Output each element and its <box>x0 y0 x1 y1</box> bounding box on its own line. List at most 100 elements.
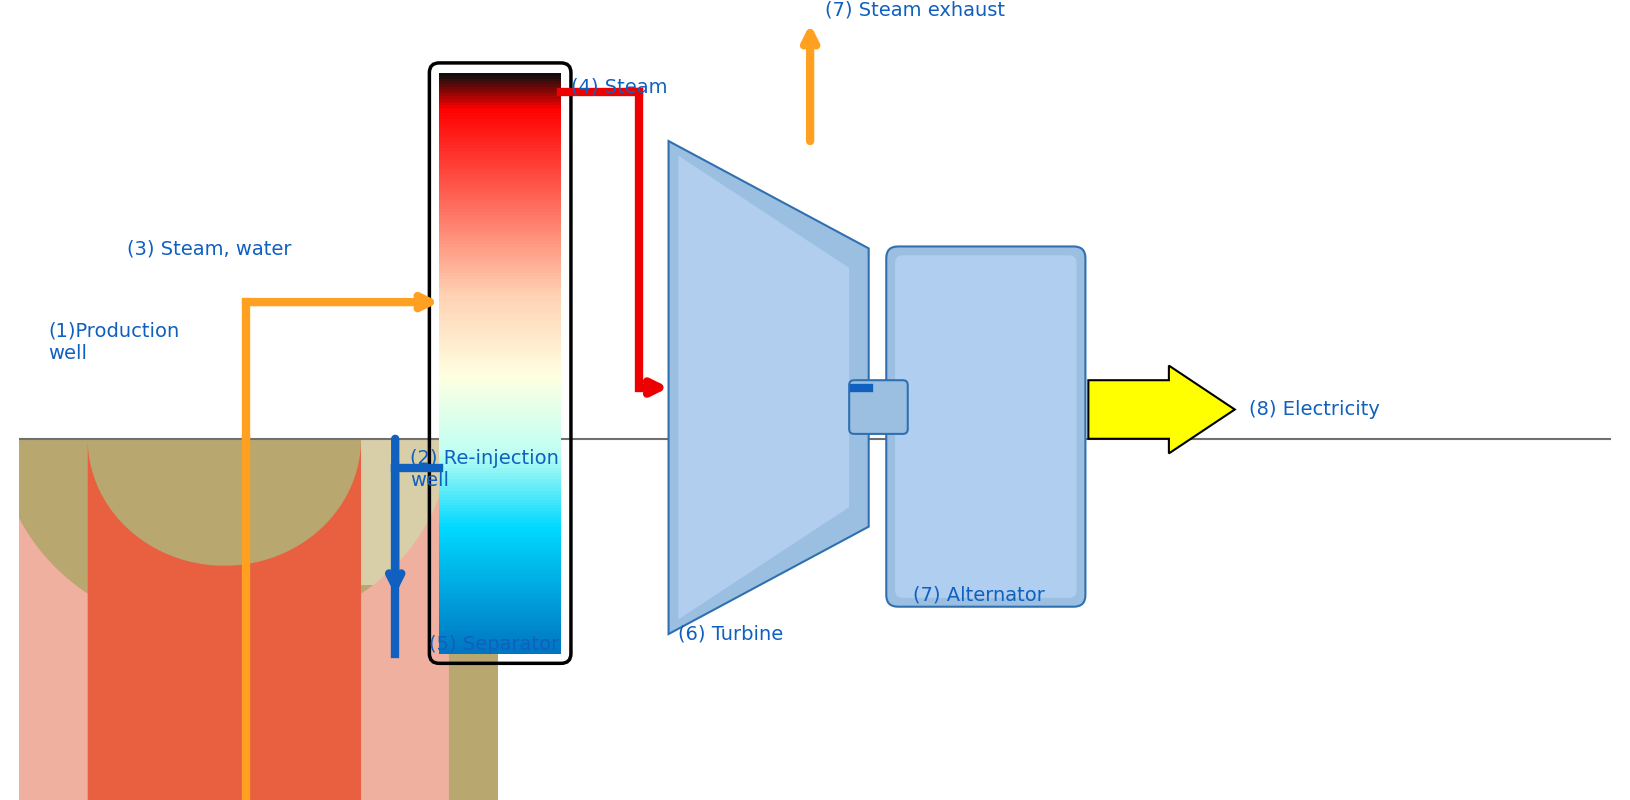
Bar <box>438 584 561 586</box>
Bar <box>438 250 561 253</box>
Bar <box>438 264 561 267</box>
Bar <box>438 514 561 517</box>
Bar <box>438 178 561 180</box>
Bar <box>438 450 561 453</box>
Bar <box>438 586 561 590</box>
Bar <box>438 497 561 500</box>
Bar <box>438 465 561 468</box>
Bar <box>438 142 561 146</box>
Bar <box>438 262 561 264</box>
Bar <box>438 337 561 340</box>
Bar <box>438 230 561 233</box>
Bar <box>438 209 561 212</box>
Bar <box>438 392 561 395</box>
Bar <box>438 363 561 366</box>
Bar <box>438 253 561 256</box>
Bar <box>438 630 561 634</box>
Bar <box>438 622 561 625</box>
Bar <box>438 139 561 142</box>
Bar <box>438 378 561 381</box>
Bar <box>438 572 561 575</box>
Bar <box>438 218 561 221</box>
Bar <box>438 566 561 570</box>
FancyBboxPatch shape <box>849 380 908 434</box>
Bar <box>438 581 561 584</box>
Bar <box>438 459 561 462</box>
Polygon shape <box>88 438 360 800</box>
Bar <box>438 290 561 294</box>
Text: (5) Separator: (5) Separator <box>429 634 559 654</box>
Bar <box>438 346 561 349</box>
Bar <box>438 561 561 563</box>
Bar <box>438 358 561 360</box>
Bar <box>438 578 561 581</box>
Bar <box>438 526 561 529</box>
Bar <box>438 334 561 337</box>
Polygon shape <box>668 141 869 634</box>
Bar <box>438 151 561 154</box>
Bar <box>438 575 561 578</box>
Bar <box>438 616 561 618</box>
Bar <box>438 78 561 82</box>
Bar <box>438 194 561 198</box>
Bar <box>438 593 561 595</box>
FancyBboxPatch shape <box>887 246 1086 606</box>
Bar <box>438 148 561 151</box>
Text: (2) Re-injection
well: (2) Re-injection well <box>409 449 559 490</box>
Bar <box>438 279 561 282</box>
Bar <box>438 114 561 116</box>
Bar <box>438 474 561 476</box>
Bar <box>438 342 561 346</box>
Bar <box>438 224 561 226</box>
Bar <box>438 340 561 342</box>
Bar <box>438 331 561 334</box>
Bar <box>438 546 561 549</box>
Bar <box>438 203 561 206</box>
Bar <box>438 241 561 244</box>
Text: (7) Alternator: (7) Alternator <box>913 586 1045 605</box>
Bar <box>438 445 561 447</box>
Polygon shape <box>0 438 448 800</box>
Bar <box>438 383 561 386</box>
Bar <box>438 247 561 250</box>
Bar <box>438 552 561 555</box>
Bar <box>438 206 561 209</box>
Bar <box>438 221 561 224</box>
Bar <box>438 418 561 422</box>
Bar <box>438 438 561 442</box>
Bar <box>438 90 561 93</box>
Bar <box>438 453 561 456</box>
Bar <box>438 636 561 639</box>
Bar <box>438 296 561 299</box>
Bar <box>438 322 561 326</box>
Bar <box>438 294 561 296</box>
Bar <box>438 238 561 241</box>
Bar <box>438 369 561 372</box>
Bar <box>438 366 561 369</box>
Bar <box>438 404 561 406</box>
Bar <box>438 270 561 273</box>
Bar <box>438 555 561 558</box>
Bar <box>438 648 561 650</box>
Bar <box>438 233 561 235</box>
Bar <box>438 511 561 514</box>
Bar <box>438 169 561 171</box>
Bar <box>438 75 561 78</box>
Bar <box>438 107 561 110</box>
Text: (8) Electricity: (8) Electricity <box>1250 400 1381 419</box>
Bar <box>438 235 561 238</box>
Bar <box>438 415 561 418</box>
Polygon shape <box>678 156 849 619</box>
Bar <box>438 157 561 160</box>
Bar <box>438 154 561 157</box>
Bar <box>438 491 561 494</box>
Bar <box>438 398 561 401</box>
Bar <box>438 634 561 636</box>
Bar <box>438 410 561 413</box>
Bar <box>438 517 561 520</box>
Bar <box>438 531 561 534</box>
Bar <box>438 105 561 107</box>
Bar <box>438 506 561 508</box>
Bar <box>438 424 561 427</box>
Bar <box>438 276 561 279</box>
